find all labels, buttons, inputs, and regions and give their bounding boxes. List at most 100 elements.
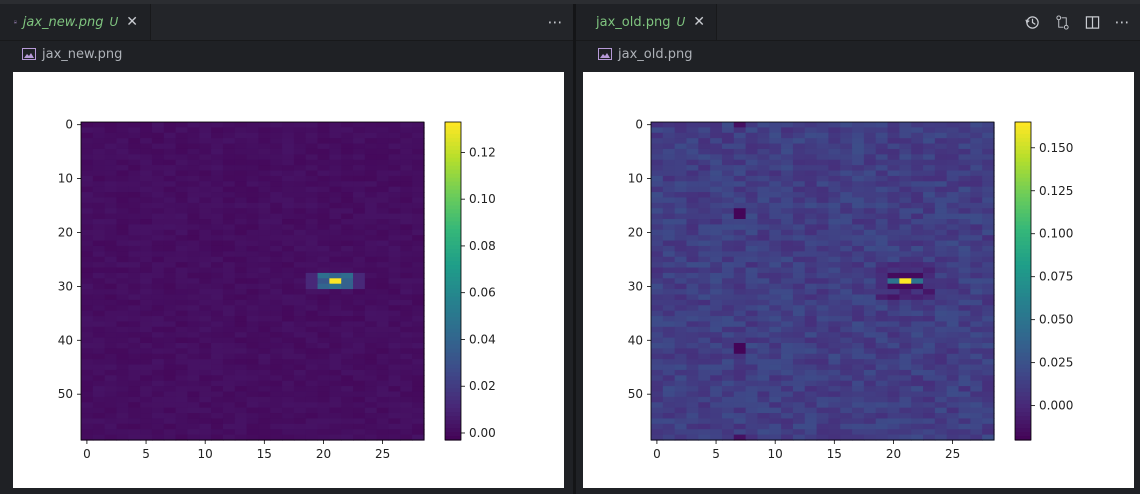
breadcrumb[interactable]: jax_old.png	[576, 40, 1140, 68]
colorbar-band	[445, 360, 461, 366]
heatmap-cell	[199, 321, 212, 328]
heatmap-cell	[721, 122, 735, 128]
heatmap-cell	[412, 127, 425, 134]
colorbar-band	[445, 249, 461, 254]
colorbar-tick-label: 0.06	[469, 286, 496, 300]
heatmap-cell	[353, 245, 366, 252]
heatmap-cell	[721, 407, 735, 414]
heatmap-cell	[792, 380, 806, 387]
heatmap-cell	[662, 423, 676, 430]
heatmap-cell	[686, 213, 699, 220]
heatmap-cell	[710, 251, 723, 258]
heatmap-cell	[840, 423, 853, 430]
heatmap-cell	[982, 251, 995, 258]
heatmap-cell	[970, 143, 983, 150]
colorbar-band	[1015, 253, 1031, 258]
heatmap-cell	[828, 364, 841, 371]
heatmap-cell	[710, 202, 723, 209]
heatmap-cell	[899, 359, 912, 366]
close-icon[interactable]: ✕	[126, 14, 138, 30]
heatmap-cell	[698, 289, 711, 296]
heatmap-cell	[792, 434, 806, 441]
image-file-icon	[14, 20, 17, 24]
heatmap-cell	[140, 369, 153, 376]
heatmap-cell	[211, 369, 224, 376]
heatmap-cell	[329, 148, 342, 155]
heatmap-cell	[81, 429, 94, 436]
heatmap-cell	[305, 213, 319, 220]
heatmap-cell	[140, 429, 153, 436]
heatmap-cell	[828, 283, 841, 290]
heatmap-cell	[934, 369, 948, 376]
heatmap-cell	[710, 391, 723, 398]
heatmap-cell	[104, 122, 118, 128]
heatmap-cell	[792, 391, 806, 398]
heatmap-cell	[674, 305, 688, 312]
pane-divider[interactable]	[573, 4, 576, 494]
heatmap-cell	[733, 386, 747, 393]
heatmap-cell	[317, 380, 330, 387]
heatmap-cell	[211, 202, 224, 209]
ellipsis-icon[interactable]: ⋯	[1114, 13, 1130, 31]
heatmap-cell	[769, 434, 782, 441]
tab-jax-new[interactable]: jax_new.png U ✕	[0, 4, 151, 40]
close-icon[interactable]: ✕	[693, 14, 705, 30]
heatmap-cell	[341, 170, 354, 177]
heatmap-cell	[234, 127, 248, 134]
heatmap-cell	[104, 310, 118, 317]
tab-jax-old[interactable]: jax_old.png U ✕	[576, 4, 717, 40]
split-editor-icon[interactable]	[1084, 14, 1100, 30]
heatmap-cell	[863, 186, 877, 193]
heatmap-cell	[686, 159, 699, 166]
heatmap-cell	[875, 202, 889, 209]
heatmap-cell	[376, 170, 390, 177]
heatmap-cell	[388, 316, 401, 323]
breadcrumb[interactable]: jax_new.png	[0, 40, 573, 68]
heatmap-cell	[828, 213, 841, 220]
heatmap-cell	[899, 337, 912, 344]
heatmap-cell	[946, 132, 960, 139]
heatmap-cell	[982, 364, 995, 371]
ellipsis-icon[interactable]: ⋯	[547, 13, 563, 31]
heatmap-cell	[222, 359, 236, 366]
heatmap-cell	[745, 267, 759, 274]
heatmap-cell	[721, 353, 735, 360]
heatmap-cell	[246, 321, 260, 328]
heatmap-cell	[92, 219, 106, 226]
heatmap-cell	[151, 262, 165, 269]
heatmap-cell	[852, 132, 865, 139]
heatmap-cell	[341, 256, 354, 263]
colorbar-band	[445, 141, 461, 147]
heatmap-cell	[282, 213, 295, 220]
compare-icon[interactable]	[1054, 14, 1070, 30]
heatmap-cell	[400, 380, 413, 387]
heatmap-cell	[151, 132, 165, 139]
heatmap-cell	[651, 213, 664, 220]
heatmap-cell	[92, 310, 106, 317]
history-icon[interactable]	[1024, 14, 1040, 30]
heatmap-cell	[686, 321, 699, 328]
heatmap-cell	[353, 332, 366, 339]
heatmap-cell	[828, 138, 841, 145]
heatmap-cell	[151, 229, 165, 236]
heatmap-cell	[341, 337, 354, 344]
heatmap-cell	[341, 245, 354, 252]
heatmap-cell	[674, 380, 688, 387]
heatmap-cell	[175, 434, 189, 441]
heatmap-cell	[305, 326, 319, 333]
heatmap-cell	[982, 434, 995, 441]
heatmap-cell	[828, 229, 841, 236]
heatmap-cell	[81, 353, 94, 360]
heatmap-cell	[341, 391, 354, 398]
heatmap-cell	[816, 138, 830, 145]
heatmap-cell	[934, 245, 948, 252]
heatmap-cell	[258, 434, 271, 441]
heatmap-cell	[816, 359, 830, 366]
heatmap-cell	[388, 240, 401, 247]
heatmap-cell	[128, 267, 141, 274]
y-tick-label: 20	[58, 225, 73, 239]
heatmap-cell	[270, 181, 283, 188]
colorbar-band	[1015, 408, 1031, 413]
heatmap-cell	[187, 423, 200, 430]
heatmap-cell	[104, 386, 118, 393]
